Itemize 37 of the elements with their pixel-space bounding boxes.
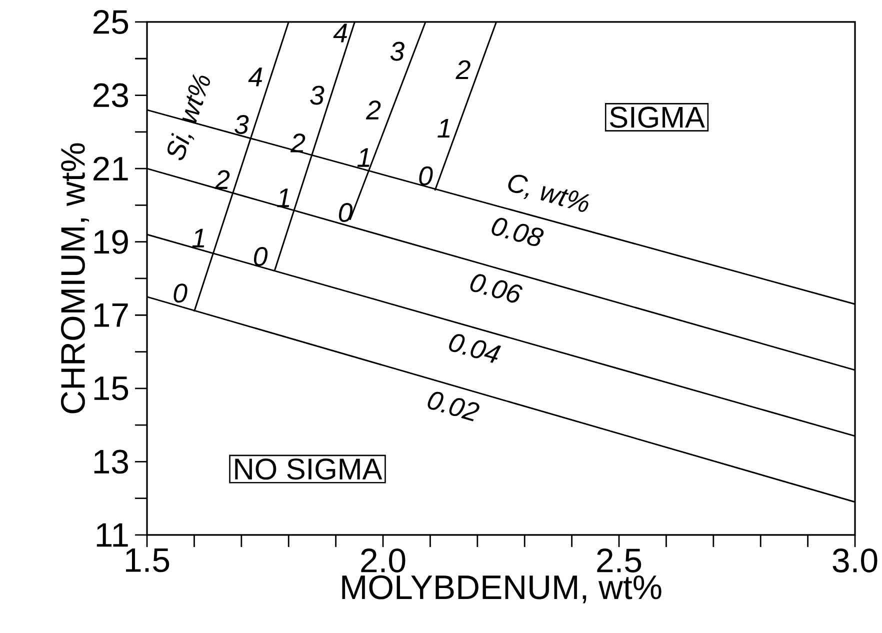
- annotation: 2: [366, 100, 381, 120]
- y-tick-label: 13: [94, 450, 128, 474]
- text: 0.04: [449, 334, 502, 363]
- annotation: 2: [214, 170, 230, 189]
- y-axis-title: CHROMIUM, wt%: [60, 143, 89, 414]
- y-tick-label: 15: [94, 376, 128, 400]
- annotation: 2: [456, 60, 470, 80]
- y-tick-label: 19: [94, 230, 128, 254]
- annotation: 1: [357, 148, 370, 167]
- annotation: 0: [254, 246, 268, 266]
- annotation: C, wt%: [508, 174, 590, 212]
- annotation: 1: [192, 228, 204, 248]
- annotation: 4: [333, 24, 347, 42]
- annotation: Si, wt%: [168, 74, 210, 160]
- annotation: 0: [174, 284, 188, 303]
- text: 0.06: [470, 274, 522, 303]
- y-tick-label: 23: [94, 83, 128, 108]
- x-tick-label: 1.5: [126, 548, 170, 572]
- annotation: 3: [310, 86, 324, 105]
- text: 0.02: [428, 392, 480, 422]
- annotation: 3: [390, 42, 404, 61]
- annotation: 3: [234, 115, 249, 134]
- x-axis-title: MOLYBDENUM, wt%: [342, 575, 662, 604]
- annotation: 1: [438, 118, 450, 138]
- annotation: 4: [248, 68, 262, 86]
- annotation: 0: [419, 166, 433, 186]
- x-tick-label: 3.0: [832, 548, 878, 572]
- y-tick-label: 11: [96, 523, 128, 547]
- y-tick-label: 25: [94, 10, 128, 34]
- x-tick-label: 2.5: [597, 548, 642, 572]
- x-tick-label: 2.0: [361, 548, 406, 572]
- annotation: SIGMA: [610, 106, 705, 128]
- y-tick-label: 21: [94, 156, 128, 180]
- y-tick-label: 17: [94, 303, 128, 327]
- annotation: NO SIGMA: [235, 458, 382, 480]
- annotation: 0: [338, 203, 353, 222]
- text: 0.08: [492, 218, 544, 246]
